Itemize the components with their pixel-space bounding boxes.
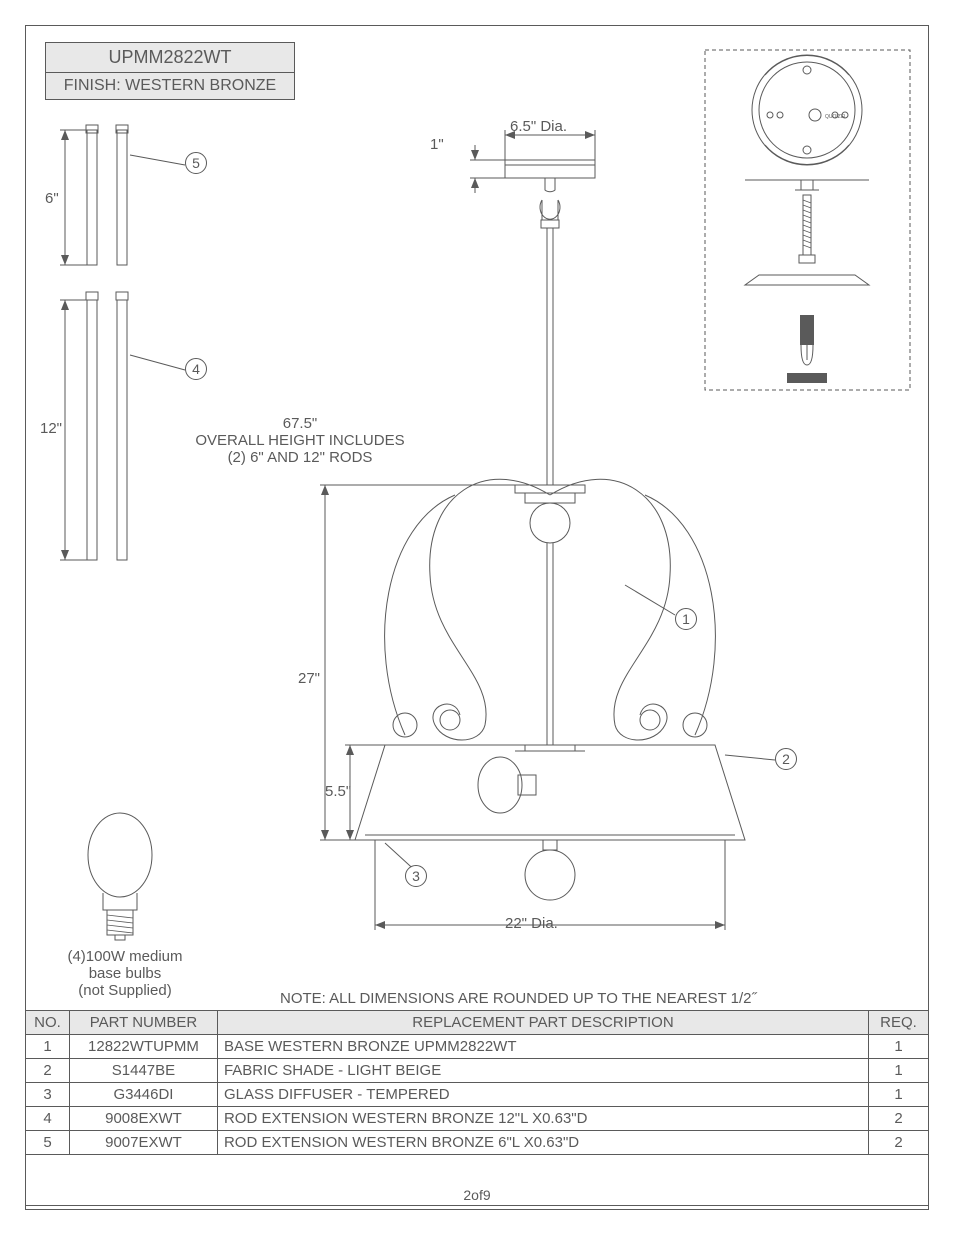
dim-12in: 12": [40, 420, 62, 437]
bulb-note-line2: base bulbs: [45, 965, 205, 982]
page-number: 2of9: [25, 1185, 929, 1206]
dim-6in: 6": [45, 190, 59, 207]
cell-no: 1: [26, 1035, 70, 1059]
callout-1: 1: [675, 608, 697, 630]
dim-27in: 27": [298, 670, 320, 687]
dim-5-5in: 5.5": [325, 783, 351, 800]
fixture-drawing: [320, 130, 775, 930]
mounting-detail: QUOIZEL: [705, 50, 910, 390]
rod-6in-drawing: [60, 125, 128, 265]
cell-pn: 12822WTUPMM: [69, 1035, 217, 1059]
cell-desc: FABRIC SHADE - LIGHT BEIGE: [217, 1059, 868, 1083]
cell-req: 2: [869, 1131, 929, 1155]
cell-no: 3: [26, 1083, 70, 1107]
cell-pn: S1447BE: [69, 1059, 217, 1083]
cell-pn: 9007EXWT: [69, 1131, 217, 1155]
cell-desc: GLASS DIFFUSER - TEMPERED: [217, 1083, 868, 1107]
cell-pn: G3446DI: [69, 1083, 217, 1107]
dim-canopy-dia: 6.5" Dia.: [510, 118, 567, 135]
th-req: REQ.: [869, 1011, 929, 1035]
th-desc: REPLACEMENT PART DESCRIPTION: [217, 1011, 868, 1035]
bulb-note-line3: (not Supplied): [45, 982, 205, 999]
overall-note1: OVERALL HEIGHT INCLUDES: [180, 432, 420, 449]
callout-2: 2: [775, 748, 797, 770]
cell-desc: BASE WESTERN BRONZE UPMM2822WT: [217, 1035, 868, 1059]
cell-no: 2: [26, 1059, 70, 1083]
th-no: NO.: [26, 1011, 70, 1035]
callout-4: 4: [185, 358, 207, 380]
bulb-note: (4)100W medium base bulbs (not Supplied): [45, 948, 205, 999]
dimensions-note: NOTE: ALL DIMENSIONS ARE ROUNDED UP TO T…: [280, 990, 757, 1007]
overall-h: 67.5": [180, 415, 420, 432]
table-row: 1 12822WTUPMM BASE WESTERN BRONZE UPMM28…: [26, 1035, 929, 1059]
rod-12in-drawing: [60, 292, 128, 560]
table-header-row: NO. PART NUMBER REPLACEMENT PART DESCRIP…: [26, 1011, 929, 1035]
callout-5: 5: [185, 152, 207, 174]
cell-no: 5: [26, 1131, 70, 1155]
bulb-note-line1: (4)100W medium: [45, 948, 205, 965]
drawing-area: QUOIZEL: [25, 25, 929, 1010]
cell-desc: ROD EXTENSION WESTERN BRONZE 6"L X0.63"D: [217, 1131, 868, 1155]
table-row: 3 G3446DI GLASS DIFFUSER - TEMPERED 1: [26, 1083, 929, 1107]
cell-desc: ROD EXTENSION WESTERN BRONZE 12"L X0.63"…: [217, 1107, 868, 1131]
parts-table: NO. PART NUMBER REPLACEMENT PART DESCRIP…: [25, 1010, 929, 1155]
cell-req: 2: [869, 1107, 929, 1131]
cell-pn: 9008EXWT: [69, 1107, 217, 1131]
overall-note2: (2) 6" AND 12" RODS: [180, 449, 420, 466]
cell-req: 1: [869, 1035, 929, 1059]
dim-22dia: 22" Dia.: [505, 915, 558, 932]
svg-text:QUOIZEL: QUOIZEL: [825, 114, 847, 120]
table-row: 2 S1447BE FABRIC SHADE - LIGHT BEIGE 1: [26, 1059, 929, 1083]
dim-canopy-h: 1": [430, 136, 444, 153]
table-row: 4 9008EXWT ROD EXTENSION WESTERN BRONZE …: [26, 1107, 929, 1131]
cell-req: 1: [869, 1059, 929, 1083]
cell-req: 1: [869, 1083, 929, 1107]
callout-3: 3: [405, 865, 427, 887]
th-pn: PART NUMBER: [69, 1011, 217, 1035]
bulb-icon: [88, 813, 152, 940]
cell-no: 4: [26, 1107, 70, 1131]
table-row: 5 9007EXWT ROD EXTENSION WESTERN BRONZE …: [26, 1131, 929, 1155]
dim-overall-block: 67.5" OVERALL HEIGHT INCLUDES (2) 6" AND…: [180, 415, 420, 466]
